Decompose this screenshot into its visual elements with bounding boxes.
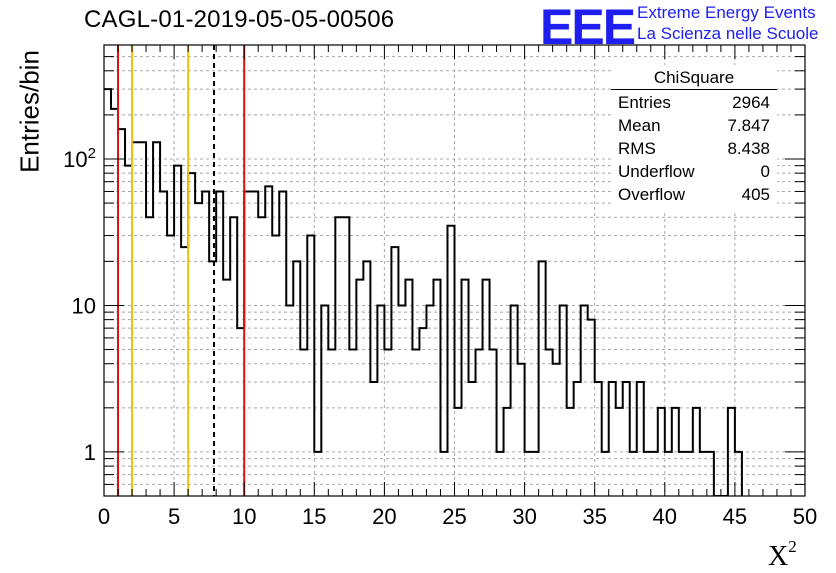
histogram-bin <box>469 382 476 496</box>
histogram-bin <box>300 350 307 496</box>
histogram-bin <box>265 186 272 496</box>
histogram-bin <box>286 305 293 496</box>
histogram-bin <box>293 261 300 496</box>
histogram-series <box>104 88 743 496</box>
stats-label: Overflow <box>618 185 686 204</box>
y-tick-label: 1 <box>84 440 96 465</box>
x-tick-label: 5 <box>168 504 180 529</box>
stats-value: 8.438 <box>727 139 770 158</box>
histogram-bin <box>398 305 405 496</box>
x-tick-label: 30 <box>512 504 536 529</box>
histogram-bin <box>258 217 265 496</box>
histogram-bin <box>272 236 279 496</box>
histogram-bin <box>490 350 497 496</box>
x-tick-label: 25 <box>442 504 466 529</box>
histogram-bin <box>244 191 251 496</box>
histogram-bin <box>209 261 216 496</box>
histogram-bin <box>377 305 384 496</box>
histogram-bin <box>335 217 342 496</box>
histogram-outline <box>104 88 743 496</box>
histogram-bin <box>581 305 588 496</box>
histogram-bin <box>307 236 314 496</box>
stats-label: RMS <box>618 139 656 158</box>
x-tick-label: 20 <box>372 504 396 529</box>
stats-label: Entries <box>618 93 671 112</box>
x-axis-label: X2 <box>768 537 797 572</box>
histogram-bin <box>412 350 419 496</box>
logo-text-line2: La Scienza nelle Scuole <box>637 24 819 43</box>
stats-label: Mean <box>618 116 661 135</box>
histogram-bin <box>623 382 630 496</box>
histogram-bin <box>447 226 454 496</box>
histogram-bin <box>349 350 356 496</box>
histogram-bin <box>160 191 167 496</box>
histogram-bin <box>202 191 209 496</box>
histogram-bin <box>237 328 244 496</box>
stats-value: 2964 <box>732 93 770 112</box>
histogram-bin <box>342 217 349 496</box>
histogram-bin <box>426 305 433 496</box>
stats-value: 0 <box>760 162 770 181</box>
histogram-bin <box>125 166 132 496</box>
histogram-bin <box>476 350 483 496</box>
stats-title: ChiSquare <box>653 68 735 87</box>
histogram-bin <box>560 305 567 496</box>
histogram-bin <box>370 382 377 496</box>
histogram-bin <box>321 305 328 496</box>
histogram-bin <box>539 261 546 496</box>
histogram-bin <box>363 261 370 496</box>
histogram-bin <box>546 350 553 496</box>
histogram-bin <box>279 191 286 496</box>
stats-divider <box>611 89 777 90</box>
histogram-bin <box>216 191 223 496</box>
y-axis: 1 10 102 <box>63 56 805 485</box>
histogram-bin <box>518 364 525 496</box>
histogram-bin <box>230 217 237 496</box>
y-tick-label: 102 <box>63 145 96 172</box>
eee-logo: EEE <box>540 0 636 55</box>
histogram-bin <box>574 382 581 496</box>
histogram-bin <box>553 364 560 496</box>
histogram-bin <box>511 305 518 496</box>
histogram-bin <box>384 350 391 496</box>
reference-lines <box>117 45 246 496</box>
logo-text-line1: Extreme Energy Events <box>637 3 816 22</box>
histogram-bin <box>174 166 181 496</box>
x-tick-label: 50 <box>793 504 817 529</box>
histogram-bin <box>419 328 426 496</box>
histogram-bin <box>167 236 174 496</box>
histogram-bin <box>104 89 111 496</box>
x-tick-label: 45 <box>723 504 747 529</box>
chart-title: CAGL-01-2019-05-05-00506 <box>84 6 395 33</box>
x-tick-label: 15 <box>302 504 326 529</box>
histogram-bin <box>111 109 118 496</box>
y-axis-label: Entries/bin <box>14 50 45 173</box>
histogram-bin <box>595 382 602 496</box>
y-tick-label: 10 <box>72 293 96 318</box>
stats-value: 405 <box>741 185 770 204</box>
histogram-bin <box>146 217 153 496</box>
histogram-bin <box>609 382 616 496</box>
x-tick-label: 35 <box>582 504 606 529</box>
histogram-bin <box>251 191 258 496</box>
stats-label: Underflow <box>618 162 695 181</box>
histogram-bin <box>328 350 335 496</box>
x-tick-label: 10 <box>232 504 256 529</box>
histogram-bin <box>637 382 644 496</box>
stats-value: 7.847 <box>727 116 770 135</box>
x-tick-label: 0 <box>98 504 110 529</box>
x-tick-label: 40 <box>653 504 677 529</box>
stats-box: ChiSquare Entries 2964 Mean 7.847 RMS 8.… <box>611 65 777 210</box>
x-axis: 0 5 10 15 20 25 30 35 40 45 50 <box>98 45 817 529</box>
histogram-bin <box>188 173 195 496</box>
